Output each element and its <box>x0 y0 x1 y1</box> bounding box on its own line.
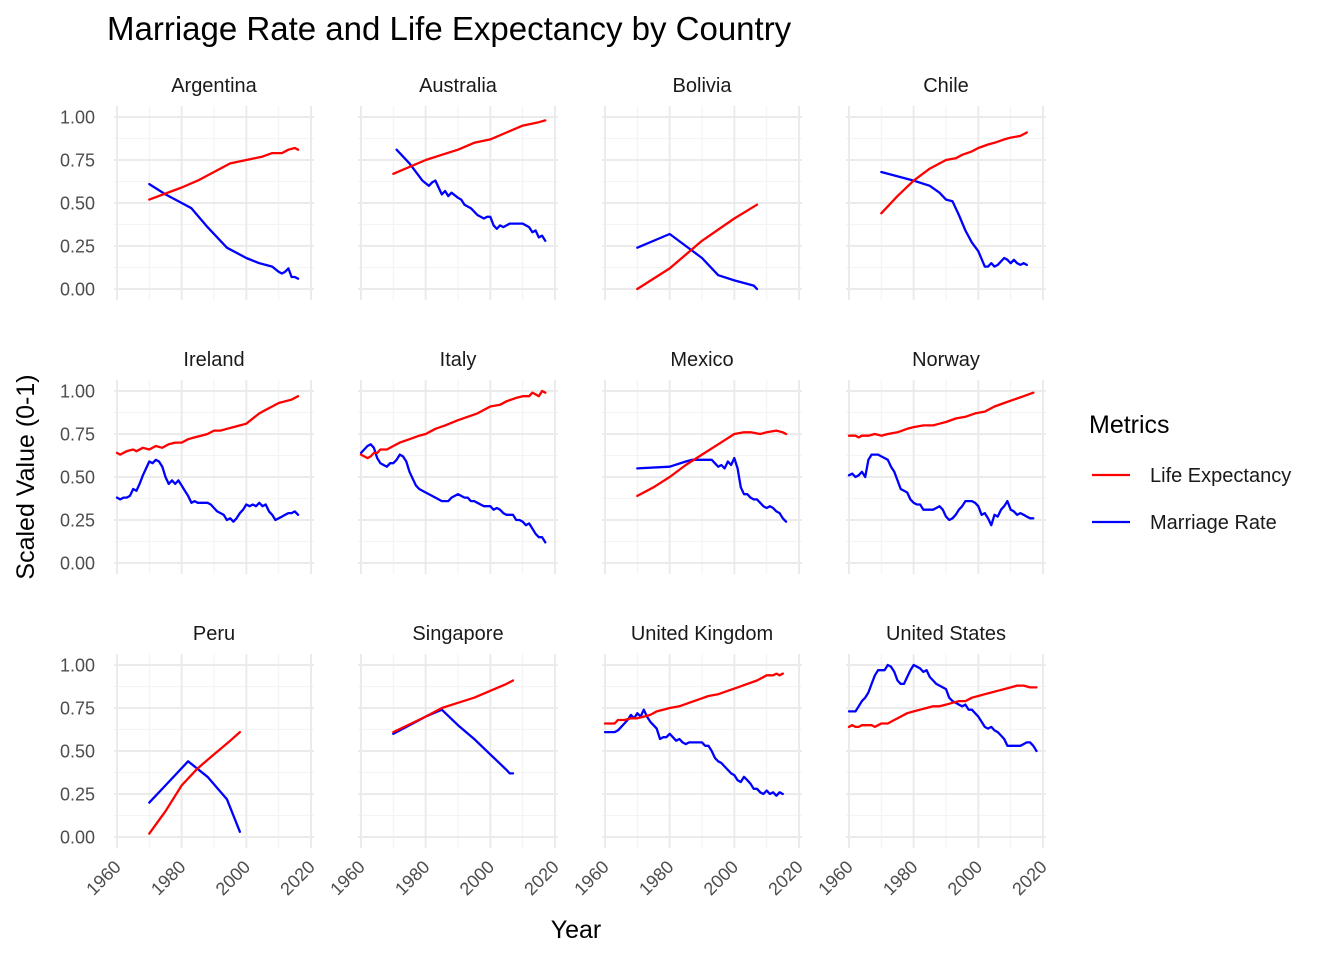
facet-label: United States <box>886 623 1006 645</box>
life-expectancy-line-italy <box>359 389 547 460</box>
legend-label-life-expectancy: Life Expectancy <box>1150 465 1291 487</box>
marriage-rate-line-ireland <box>115 458 300 523</box>
x-tick-label: 2000 <box>700 857 742 899</box>
life-expectancy-line-peru <box>148 730 242 835</box>
life-expectancy-line-norway <box>847 391 1035 439</box>
x-tick-label: 2000 <box>944 857 986 899</box>
legend-title: Metrics <box>1089 411 1170 439</box>
panel-australia: Australia <box>358 75 558 300</box>
marriage-rate-line-united-states <box>847 663 1038 753</box>
panel-argentina: Argentina 0.00 0.25 0.50 0.75 1.00 <box>60 75 314 300</box>
marriage-rate-line-bolivia <box>636 232 759 291</box>
marriage-rate-line-mexico <box>636 456 788 523</box>
legend: Metrics Life Expectancy Marriage Rate <box>1089 411 1291 534</box>
panel-peru: Peru 0.00 0.25 0.50 0.75 1.00 1960 1980 2000 2020 <box>60 623 319 899</box>
x-tick-label: 1960 <box>326 857 368 899</box>
x-tick-label: 2020 <box>764 857 806 899</box>
legend-label-marriage-rate: Marriage Rate <box>1150 512 1277 534</box>
panel-united-states: United States 1960 1980 2000 2020 <box>814 623 1050 899</box>
y-tick-label: 0.25 <box>60 785 95 805</box>
facet-label: Argentina <box>171 75 257 97</box>
x-axis-title: Year <box>551 916 602 944</box>
x-tick-label: 1980 <box>147 857 189 899</box>
y-tick-label: 0.50 <box>60 742 95 762</box>
panel-mexico: Mexico <box>602 349 802 574</box>
y-tick-label: 1.00 <box>60 656 95 676</box>
facet-label: Singapore <box>412 623 503 645</box>
chart-title: Marriage Rate and Life Expectancy by Cou… <box>107 10 792 47</box>
panel-norway: Norway <box>846 349 1046 574</box>
y-tick-label: 0.25 <box>60 511 95 531</box>
life-expectancy-line-argentina <box>148 146 300 201</box>
x-tick-label: 2000 <box>212 857 254 899</box>
marriage-rate-line-chile <box>880 170 1028 268</box>
x-tick-label: 1960 <box>82 857 124 899</box>
marriage-rate-line-italy <box>359 443 547 544</box>
y-tick-label: 0.50 <box>60 194 95 214</box>
y-tick-label: 1.00 <box>60 382 95 402</box>
y-tick-label: 0.75 <box>60 151 95 171</box>
life-expectancy-line-ireland <box>115 395 300 456</box>
marriage-rate-line-norway <box>847 453 1035 527</box>
x-tick-label: 1980 <box>879 857 921 899</box>
facet-label: Bolivia <box>673 75 733 97</box>
panel-ireland: Ireland 0.00 0.25 0.50 0.75 1.00 <box>60 349 314 574</box>
panel-singapore: Singapore 1960 1980 2000 2020 <box>326 623 562 899</box>
facet-label: Ireland <box>183 349 244 371</box>
panel-bolivia: Bolivia <box>602 75 802 300</box>
x-tick-label: 2020 <box>520 857 562 899</box>
panel-chile: Chile <box>846 75 1046 300</box>
facet-label: United Kingdom <box>631 623 773 645</box>
x-tick-label: 2000 <box>456 857 498 899</box>
panel-united-kingdom: United Kingdom 1960 1980 2000 2020 <box>570 623 806 899</box>
life-expectancy-line-united-states <box>847 684 1038 729</box>
y-tick-label: 0.25 <box>60 237 95 257</box>
x-tick-label: 1960 <box>570 857 612 899</box>
y-tick-label: 0.00 <box>60 554 95 574</box>
x-tick-label: 1980 <box>635 857 677 899</box>
y-tick-label: 0.50 <box>60 468 95 488</box>
x-tick-label: 1980 <box>391 857 433 899</box>
facet-label: Norway <box>912 349 980 371</box>
y-tick-label: 0.00 <box>60 828 95 848</box>
y-tick-label: 1.00 <box>60 108 95 128</box>
x-tick-label: 2020 <box>1008 857 1050 899</box>
panel-italy: Italy <box>358 349 558 574</box>
x-tick-label: 1960 <box>814 857 856 899</box>
y-axis-title: Scaled Value (0-1) <box>12 374 40 579</box>
life-expectancy-line-united-kingdom <box>603 672 784 725</box>
life-expectancy-line-australia <box>392 119 547 175</box>
facet-label: Peru <box>193 623 235 645</box>
panels-group: Argentina 0.00 0.25 0.50 0.75 1.00 Australia Bo… <box>60 75 1051 899</box>
marriage-rate-line-australia <box>395 148 547 242</box>
facet-label: Chile <box>923 75 969 97</box>
facet-label: Italy <box>440 349 477 371</box>
life-expectancy-line-chile <box>880 131 1028 215</box>
life-expectancy-line-bolivia <box>636 203 759 291</box>
y-tick-label: 0.00 <box>60 280 95 300</box>
marriage-rate-line-argentina <box>148 182 300 280</box>
x-tick-label: 2020 <box>276 857 318 899</box>
life-expectancy-line-singapore <box>392 679 515 734</box>
marriage-rate-line-united-kingdom <box>603 708 784 797</box>
y-tick-label: 0.75 <box>60 425 95 445</box>
marriage-rate-line-singapore <box>392 708 515 775</box>
y-tick-label: 0.75 <box>60 699 95 719</box>
life-expectancy-line-mexico <box>636 429 788 498</box>
facet-label: Mexico <box>670 349 733 371</box>
facet-label: Australia <box>419 75 498 97</box>
